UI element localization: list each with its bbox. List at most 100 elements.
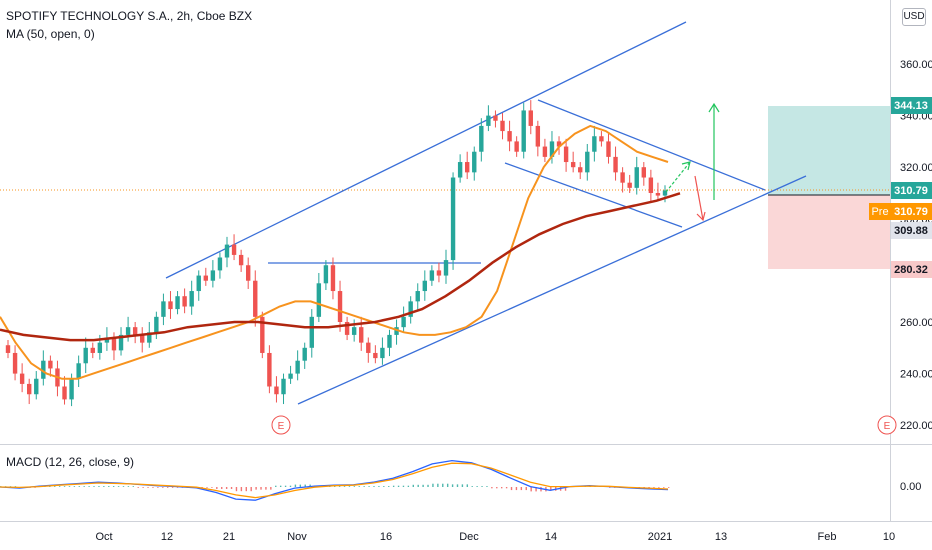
macd-histogram-bar xyxy=(279,485,282,487)
candle xyxy=(436,262,442,283)
target-price-tag: 344.13 xyxy=(891,97,932,114)
svg-text:344.13: 344.13 xyxy=(894,100,928,112)
earnings-event-marker[interactable]: E xyxy=(271,415,291,435)
svg-text:309.88: 309.88 xyxy=(894,225,928,237)
macd-histogram-bar xyxy=(520,487,523,491)
macd-histogram-bar xyxy=(343,486,346,487)
candle xyxy=(182,288,187,314)
macd-histogram-bar xyxy=(58,486,61,487)
macd-histogram-bar xyxy=(510,487,513,491)
macd-histogram-bar xyxy=(525,487,527,491)
macd-histogram-bar xyxy=(147,487,149,488)
candle xyxy=(641,162,647,186)
earnings-event-marker[interactable]: E xyxy=(877,415,897,435)
macd-histogram-bar xyxy=(221,487,223,489)
macd-histogram-bar xyxy=(68,486,71,487)
candle xyxy=(344,316,350,341)
ma-value-tag: 309.88 xyxy=(891,222,932,239)
candle xyxy=(309,309,314,358)
ma-legend[interactable]: MA (50, open, 0) xyxy=(6,27,95,41)
candle xyxy=(366,337,371,363)
macd-histogram-bar xyxy=(397,485,400,487)
x-tick-label: Dec xyxy=(459,531,479,543)
candle xyxy=(175,291,180,315)
macd-histogram-bar xyxy=(446,483,449,487)
svg-text:280.32: 280.32 xyxy=(894,264,928,276)
candle xyxy=(627,174,632,193)
macd-histogram-bar xyxy=(250,487,252,492)
candle xyxy=(189,280,194,315)
wedge-lower-line xyxy=(504,162,683,228)
macd-histogram-bar xyxy=(93,486,95,487)
macd-histogram-bar xyxy=(442,483,444,487)
candle xyxy=(359,316,364,351)
candle xyxy=(585,143,590,181)
macd-histogram-bar xyxy=(294,484,297,487)
trendlines[interactable] xyxy=(165,21,807,405)
candle xyxy=(542,138,548,163)
candles xyxy=(5,100,668,407)
macd-histogram-bar xyxy=(152,487,154,488)
candle xyxy=(231,234,237,261)
macd-histogram-bar xyxy=(137,487,139,488)
candle xyxy=(168,291,173,319)
svg-text:E: E xyxy=(278,421,285,432)
candle xyxy=(401,306,406,333)
macd-histogram-bar xyxy=(270,487,272,490)
macd-histogram-bar xyxy=(157,487,159,488)
macd-histogram-bar xyxy=(501,487,503,489)
svg-text:310.79: 310.79 xyxy=(894,206,928,218)
candle xyxy=(274,376,279,403)
candle xyxy=(507,120,512,152)
macd-histogram-bar xyxy=(564,487,567,491)
candle xyxy=(655,182,661,201)
macd-legend[interactable]: MACD (12, 26, close, 9) xyxy=(6,455,135,469)
macd-histogram-bar xyxy=(402,485,405,487)
candle xyxy=(599,131,604,147)
candle xyxy=(210,260,216,288)
candle xyxy=(90,342,95,359)
macd-histogram-bar xyxy=(265,487,267,490)
macd-histogram-bar xyxy=(407,485,410,487)
candle xyxy=(514,136,519,157)
candle xyxy=(408,296,413,324)
macd-histogram-bar xyxy=(451,484,454,487)
candle xyxy=(337,280,343,332)
y-tick-label: 220.00 xyxy=(900,420,932,432)
macd-histogram-bar xyxy=(658,487,660,488)
macd-histogram-bar xyxy=(481,486,483,487)
macd-histogram-bar xyxy=(304,484,306,487)
macd-histogram-bar xyxy=(461,484,464,487)
macd-histogram-bar xyxy=(491,487,493,489)
macd-histogram-bar xyxy=(211,487,213,488)
ma50-line xyxy=(0,124,669,380)
macd-histogram-bar xyxy=(132,486,135,487)
candle xyxy=(606,133,611,164)
macd-histogram-bar xyxy=(550,487,552,491)
candle xyxy=(521,102,526,159)
macd-histogram-bar xyxy=(167,487,169,488)
macd-histogram-bar xyxy=(88,486,90,487)
macd-histogram-bar xyxy=(103,486,105,487)
y-tick-label: 240.00 xyxy=(900,369,932,381)
x-tick-label: 12 xyxy=(161,531,173,543)
macd-histogram-bar xyxy=(112,486,115,487)
ma200-line xyxy=(0,192,681,342)
macd-line xyxy=(0,459,669,501)
macd-histogram-bar xyxy=(334,486,336,487)
macd-histogram-bar xyxy=(176,487,179,488)
macd-histogram-bar xyxy=(216,487,218,489)
macd-histogram-bar xyxy=(142,487,144,488)
x-tick-label: 2021 xyxy=(648,531,672,543)
macd-histogram-bar xyxy=(653,487,655,488)
currency-button[interactable]: USD xyxy=(902,8,926,26)
candle xyxy=(528,100,533,135)
candle xyxy=(132,322,138,344)
macd-histogram-bar xyxy=(505,487,508,489)
macd-histogram-bar xyxy=(98,486,100,487)
x-tick-label: 21 xyxy=(223,531,235,543)
macd-histogram-bar xyxy=(284,485,287,487)
macd-histogram-bar xyxy=(368,486,370,487)
candle xyxy=(34,371,39,400)
